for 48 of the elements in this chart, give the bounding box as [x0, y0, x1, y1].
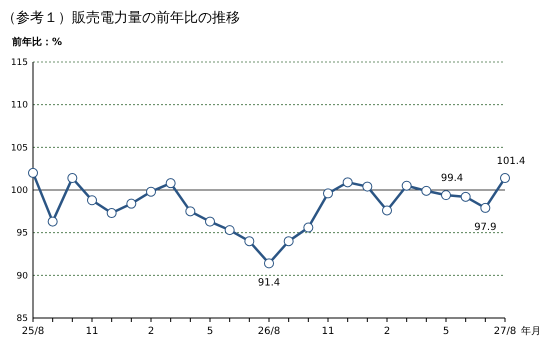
point	[28, 168, 38, 178]
point	[185, 206, 196, 216]
point	[106, 208, 117, 218]
point	[244, 236, 254, 246]
x-tick-label: 5	[206, 326, 214, 337]
point	[126, 198, 136, 209]
point	[303, 222, 314, 233]
chart-title: （参考１）販売電力量の前年比の推移	[2, 10, 240, 26]
data-label: 101.4	[496, 156, 526, 168]
y-tick-label: 105	[10, 143, 28, 154]
x-tick-label: 11	[86, 326, 98, 337]
y-tick-label: 115	[10, 58, 28, 68]
x-tick-label: 2	[384, 326, 390, 337]
y-tick-label: 85	[16, 314, 28, 324]
x-tick-label: 11	[322, 326, 334, 337]
y-tick-label: 100	[10, 186, 28, 196]
y-tick-label: 95	[16, 228, 28, 239]
point	[342, 177, 353, 188]
y-axis-title: 前年比：%	[11, 36, 62, 48]
y-tick-label: 90	[16, 271, 28, 282]
point	[224, 225, 235, 236]
point	[48, 216, 58, 227]
point	[441, 190, 451, 200]
data-label: 97.9	[474, 222, 496, 233]
point	[480, 202, 490, 213]
x-tick-label: 25/8	[22, 326, 44, 337]
point	[402, 180, 412, 191]
x-tick-label: 5	[442, 326, 450, 337]
data-label: 91.4	[258, 277, 280, 288]
point	[166, 178, 176, 188]
x-tick-label: 2	[148, 326, 154, 337]
point	[264, 258, 274, 268]
data-label: 99.4	[440, 173, 464, 184]
point	[460, 192, 471, 202]
point	[500, 173, 510, 184]
point	[382, 205, 392, 216]
point	[362, 182, 372, 192]
point	[205, 216, 215, 227]
point	[87, 195, 97, 206]
x-tick-label: 26/8	[258, 326, 280, 337]
point	[323, 188, 333, 198]
y-tick-label: 110	[10, 100, 28, 111]
x-axis-title: 年月	[521, 325, 541, 337]
point	[284, 236, 294, 246]
point	[421, 186, 432, 196]
x-tick-label: 27/8	[494, 326, 516, 337]
point	[67, 173, 78, 184]
point	[146, 186, 156, 197]
